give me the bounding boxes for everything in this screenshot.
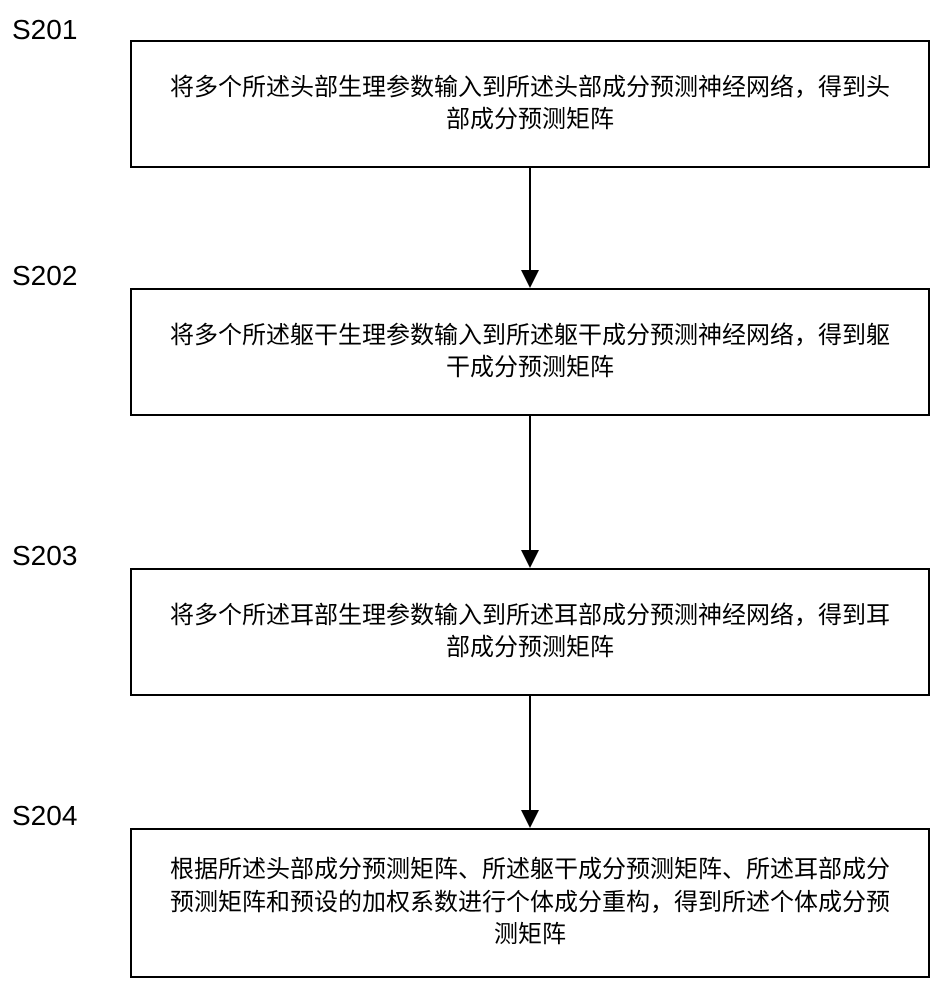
arrow-line: [529, 168, 531, 270]
step-label-s203: S203: [12, 540, 77, 572]
step-label-s204: S204: [12, 800, 77, 832]
step-box-s203: 将多个所述耳部生理参数输入到所述耳部成分预测神经网络，得到耳部成分预测矩阵: [130, 568, 930, 696]
step-text: 根据所述头部成分预测矩阵、所述躯干成分预测矩阵、所述耳部成分预测矩阵和预设的加权…: [162, 854, 898, 951]
step-box-s204: 根据所述头部成分预测矩阵、所述躯干成分预测矩阵、所述耳部成分预测矩阵和预设的加权…: [130, 828, 930, 978]
arrow-line: [529, 696, 531, 810]
step-text: 将多个所述头部生理参数输入到所述头部成分预测神经网络，得到头部成分预测矩阵: [162, 72, 898, 137]
step-box-s201: 将多个所述头部生理参数输入到所述头部成分预测神经网络，得到头部成分预测矩阵: [130, 40, 930, 168]
flowchart-canvas: S201 将多个所述头部生理参数输入到所述头部成分预测神经网络，得到头部成分预测矩…: [0, 0, 943, 1000]
arrow-line: [529, 416, 531, 550]
step-text: 将多个所述躯干生理参数输入到所述躯干成分预测神经网络，得到躯干成分预测矩阵: [162, 320, 898, 385]
arrow-head-icon: [521, 270, 539, 288]
arrow-head-icon: [521, 550, 539, 568]
step-label-s202: S202: [12, 260, 77, 292]
step-text: 将多个所述耳部生理参数输入到所述耳部成分预测神经网络，得到耳部成分预测矩阵: [162, 600, 898, 665]
step-label-s201: S201: [12, 14, 77, 46]
arrow-head-icon: [521, 810, 539, 828]
step-box-s202: 将多个所述躯干生理参数输入到所述躯干成分预测神经网络，得到躯干成分预测矩阵: [130, 288, 930, 416]
